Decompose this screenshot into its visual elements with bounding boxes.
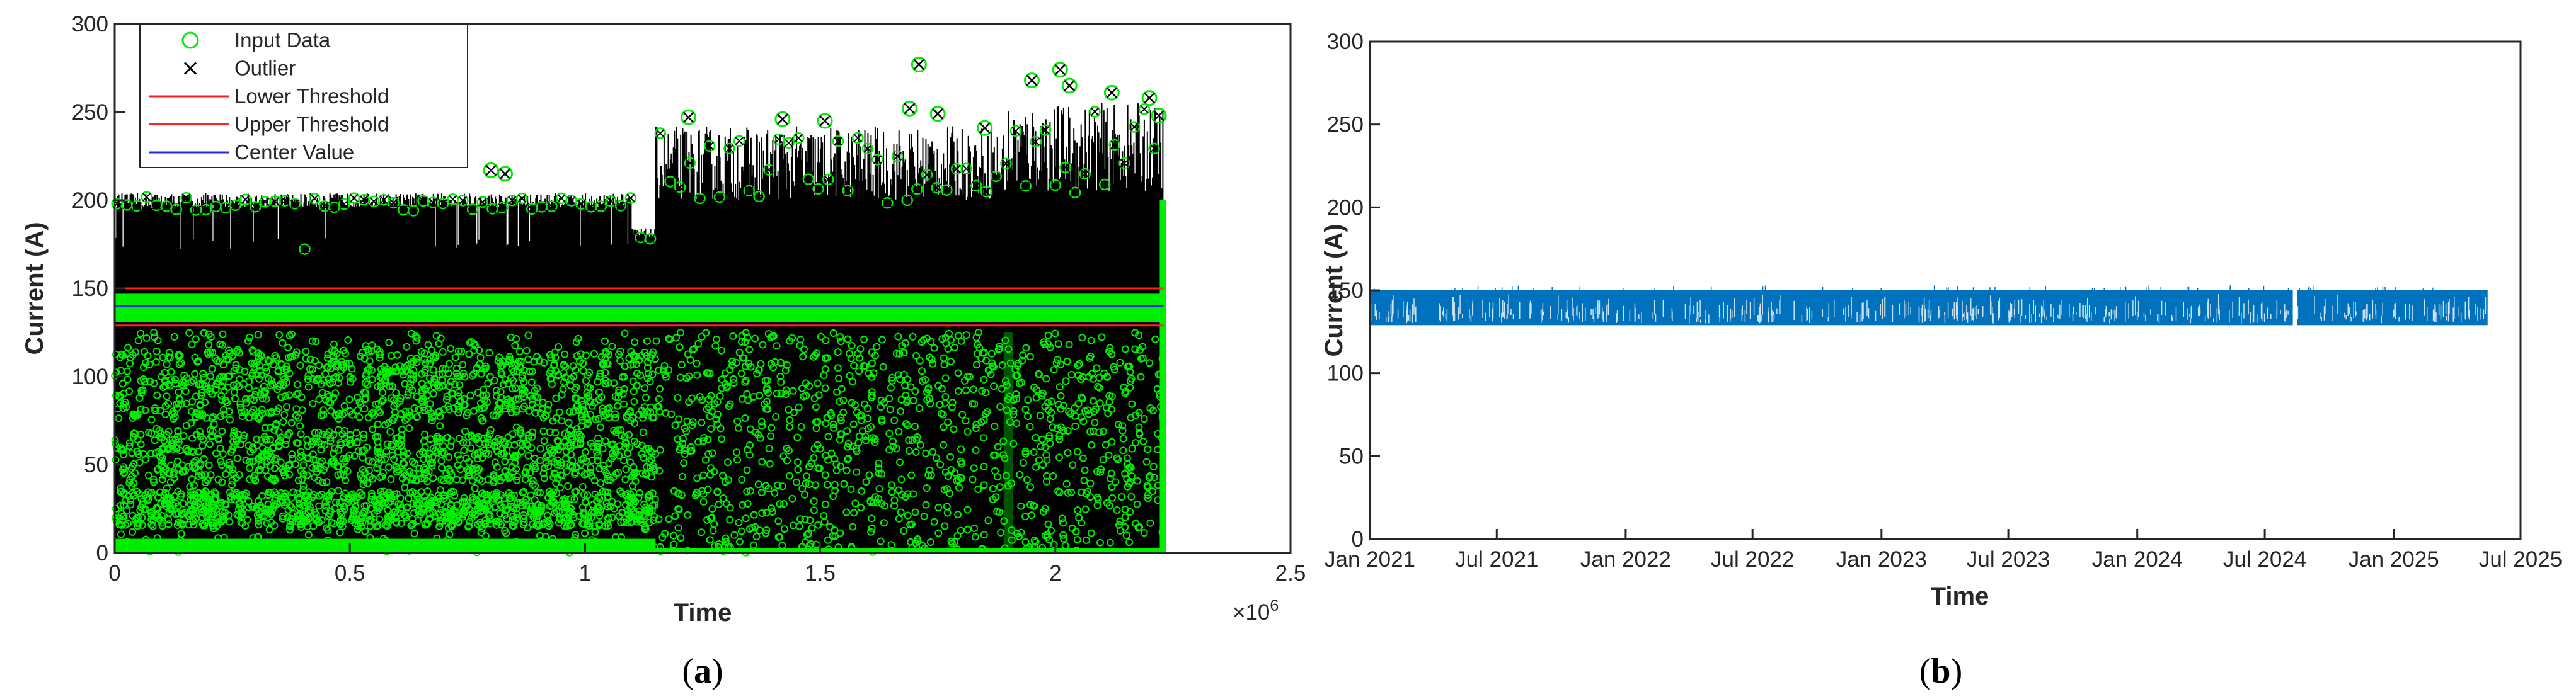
panel-b-y-axis-label: Current (A)	[1320, 224, 1348, 356]
y-tick-label: 200	[1327, 195, 1364, 220]
y-tick-label: 200	[72, 188, 108, 213]
y-tick-label: 250	[72, 100, 108, 125]
panel-a-label-open: (	[682, 652, 694, 691]
panel-b-label: (b)	[1919, 652, 1962, 691]
x-exponent-power: 6	[1270, 597, 1279, 615]
outlier-point	[1103, 84, 1120, 101]
panel-a-data-layer	[111, 56, 1167, 557]
panel-a-label-letter: a	[694, 652, 711, 691]
legend-item: Upper Threshold	[149, 113, 389, 136]
panel-b-x-axis-label: Time	[1931, 582, 1989, 610]
panel-a-label-close: )	[711, 652, 723, 691]
y-tick-label: 300	[1327, 30, 1364, 54]
input-data-band-low	[115, 538, 656, 550]
outlier-point	[977, 120, 993, 136]
panel-b-label-close: )	[1951, 652, 1963, 691]
outlier-point	[483, 162, 499, 178]
y-tick-label: 50	[84, 453, 108, 477]
x-tick-label: Jul 2025	[2479, 547, 2562, 572]
legend-label: Input Data	[234, 28, 331, 52]
legend-item: Center Value	[149, 140, 354, 164]
panel-a-x-axis-label: Time	[674, 599, 732, 627]
x-tick-label: Jan 2021	[1325, 547, 1415, 572]
panel-b-label-open: (	[1919, 652, 1931, 691]
outlier-point	[901, 100, 917, 116]
outlier-point	[497, 166, 514, 182]
input-data-band-zero	[115, 548, 1164, 553]
input-data-envelope	[111, 103, 1160, 255]
input-data-edge	[1159, 200, 1166, 553]
panel-b: Jan 2021 Jul 2021 Jan 2022 Jul 2022 Jan 2023…	[1320, 30, 2562, 691]
x-tick-label: Jan 2024	[2092, 547, 2183, 572]
x-tick-label: Jul 2023	[1967, 547, 2050, 572]
y-tick-label: 300	[72, 12, 108, 37]
input-data-band	[1003, 332, 1013, 553]
x-tick-label: Jan 2023	[1836, 547, 1927, 572]
y-tick-label: 50	[1339, 444, 1364, 469]
x-tick-label: Jan 2022	[1580, 547, 1671, 572]
y-tick-label: 0	[96, 541, 108, 565]
y-tick-label: 250	[1327, 113, 1364, 137]
current-band-variance	[1370, 293, 2487, 324]
input-data-points	[111, 103, 1167, 557]
notable-outliers	[483, 56, 1167, 182]
y-tick-label: 100	[72, 365, 108, 389]
panel-b-label-letter: b	[1931, 652, 1950, 691]
outlier-point	[1052, 62, 1068, 78]
x-tick-label: Jul 2021	[1455, 547, 1538, 572]
outlier-point	[1151, 108, 1167, 124]
panel-a-label: (a)	[682, 652, 723, 691]
x-tick-label: Jan 2025	[2349, 547, 2439, 572]
y-tick-label: 100	[1327, 361, 1364, 386]
outlier-point	[1023, 72, 1040, 89]
legend-label: Center Value	[234, 140, 354, 164]
y-tick-label: 150	[1327, 278, 1364, 303]
outlier-point	[929, 106, 946, 122]
legend-item: Outlier	[183, 57, 296, 80]
threshold-lines	[115, 287, 1164, 327]
outlier-point	[1141, 90, 1158, 106]
x-tick-label: 1	[579, 561, 591, 586]
x-exponent-base: ×10	[1233, 600, 1270, 625]
outlier-point	[1061, 77, 1078, 94]
input-data-band-main	[115, 293, 1164, 322]
x-tick-label: Jul 2022	[1711, 547, 1794, 572]
x-tick-label: 1.5	[805, 561, 836, 586]
outlier-point	[774, 111, 791, 127]
outlier-point	[817, 113, 833, 129]
x-tick-label: 0.5	[335, 561, 365, 586]
y-tick-label: 150	[72, 276, 108, 301]
panel-a-y-axis-label: Current (A)	[21, 222, 49, 355]
panel-b-data-layer	[1370, 285, 2488, 327]
panel-a-legend: Input Data Outlier Lower Threshold Upper Th…	[139, 23, 468, 168]
outlier-point	[911, 56, 927, 72]
outlier-point	[681, 109, 697, 125]
legend-x-marker	[183, 62, 197, 75]
legend-item: Lower Threshold	[149, 84, 389, 108]
y-tick-label: 0	[1352, 527, 1364, 552]
legend-label: Outlier	[234, 57, 296, 80]
legend-label: Lower Threshold	[234, 84, 389, 108]
input-data-cloud	[111, 329, 1167, 557]
x-tick-label: Jul 2024	[2223, 547, 2306, 572]
x-tick-label: 2	[1049, 561, 1061, 586]
current-band-spikes	[1373, 285, 2435, 290]
legend-circle-marker	[181, 31, 199, 49]
legend-label: Upper Threshold	[234, 113, 389, 136]
panel-a: 0 0.5 1 1.5 2 2.5 0 50 100 150 200 250 300 Time Curr…	[21, 12, 1306, 691]
x-tick-label: 0	[108, 561, 120, 586]
data-gap	[2292, 289, 2297, 327]
panel-a-ticks: 0 0.5 1 1.5 2 2.5 0 50 100 150 200 250 300	[72, 12, 1306, 586]
panel-a-x-exponent: ×106	[1233, 597, 1279, 625]
x-tick-label: 2.5	[1275, 561, 1306, 586]
outlier-envelope	[113, 105, 1159, 254]
panel-b-ticks: Jan 2021 Jul 2021 Jan 2022 Jul 2022 Jan 2023…	[1325, 30, 2562, 572]
legend-item: Input Data	[181, 28, 331, 52]
